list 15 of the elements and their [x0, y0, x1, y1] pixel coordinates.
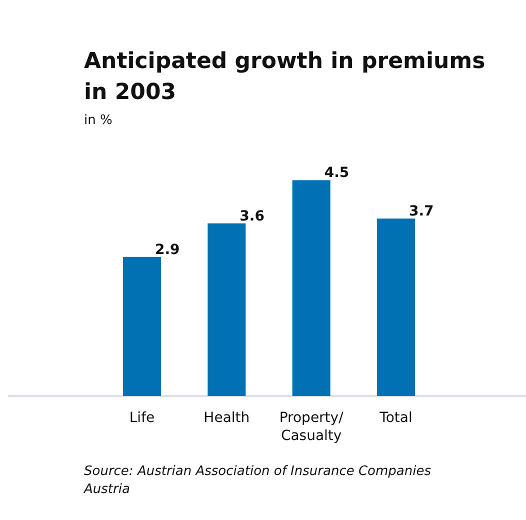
data-label: 3.6 [240, 208, 264, 224]
bar [292, 180, 330, 396]
data-label: 4.5 [324, 165, 350, 182]
chart-subtitle: in % [84, 113, 112, 128]
bar [377, 218, 415, 396]
bar [208, 223, 246, 396]
x-tick-label: Property/ Casualty [279, 410, 344, 444]
data-label: 3.7 [409, 204, 434, 220]
x-tick-label: Life [129, 410, 155, 426]
x-tick-label: Total [378, 410, 412, 426]
chart-title: Anticipated growth in premiums in 2003 [84, 49, 486, 105]
x-tick-label: Health [204, 410, 250, 426]
bar [123, 256, 161, 396]
source-note: Source: Austrian Association of Insurance Companies Austria [83, 464, 432, 497]
data-label: 2.9 [155, 242, 180, 258]
